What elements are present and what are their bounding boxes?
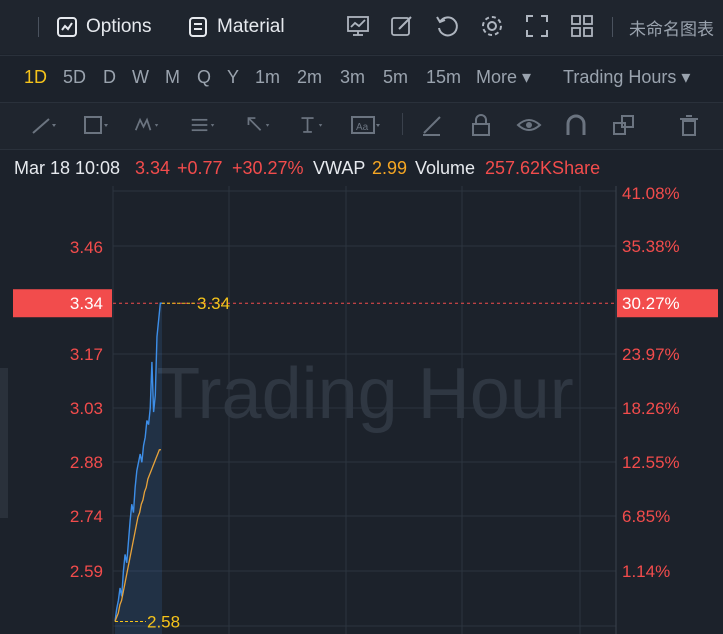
trendline-tool-icon[interactable] [30,113,56,137]
material-icon [189,17,207,37]
trash-icon[interactable] [676,113,702,137]
period-5d[interactable]: 5D [63,67,87,87]
edit-icon[interactable] [389,13,415,39]
undo-icon[interactable] [434,13,460,39]
period-3m[interactable]: 3m [340,67,366,87]
lock-icon[interactable] [468,113,494,137]
y-left-tick-label: 2.74 [70,507,103,526]
eye-icon[interactable] [516,113,542,137]
y-right-tick-label: 35.38% [622,237,680,256]
rectangle-tool-icon[interactable] [83,113,109,137]
brush-icon[interactable] [420,113,446,137]
period-5m[interactable]: 5m [383,67,409,87]
quote-price: 3.34 [135,158,171,178]
vwap-line [114,449,161,622]
vwap-value: 2.99 [372,158,408,178]
top-toolbar [0,0,723,54]
arrow-tool-icon[interactable] [245,113,271,137]
gear-icon[interactable] [479,13,505,39]
y-left-tick-label: 2.88 [70,453,103,472]
fullscreen-icon[interactable] [524,13,550,39]
fibonacci-tool-icon[interactable] [190,113,216,137]
y-left-tick-label: 3.03 [70,399,103,418]
price-line [114,302,162,622]
grid-layout-icon[interactable] [569,13,595,39]
current-pct-badge [617,289,718,318]
low-marker-label: 2.58 [147,612,180,631]
layers-icon[interactable] [611,113,637,137]
options-icon [57,17,77,37]
price-chart[interactable]: Trading Hour 3.46 3.17 3.03 2.88 2.74 2.59 41.0… [0,186,723,634]
y-right-tick-label: 18.26% [622,399,680,418]
quote-change: +0.77 [177,158,223,178]
period-1d[interactable]: 1D [24,67,48,87]
current-price-badge [13,289,112,318]
measure-tool-icon[interactable] [298,113,324,137]
drawing-toolbar [0,102,723,150]
material-label: Material [217,16,285,37]
y-right-tick-label: 23.97% [622,345,680,364]
quote-datetime: Mar 18 10:08 [14,158,121,178]
price-area [115,303,162,634]
tools-divider [402,113,403,135]
period-m[interactable]: M [165,67,180,87]
options-button[interactable]: Options [56,14,151,40]
magnet-icon[interactable] [563,113,589,137]
y-right-tick-label: 41.08% [622,186,680,203]
toolbar-divider [612,17,613,37]
quote-info-bar: Mar 18 10:08 3.34 +0.77 +30.27% VWAP 2.9… [0,150,723,186]
period-2m[interactable]: 2m [297,67,323,87]
vwap-label: VWAP [313,158,366,178]
period-y[interactable]: Y [227,67,240,87]
options-label: Options [86,16,152,37]
y-left-tick-label: 2.59 [70,562,103,581]
y-left-tick-label: 3.46 [70,238,103,257]
trading-hours-dropdown[interactable]: Trading Hours ▾ [563,67,691,87]
y-right-tick-label: 12.55% [622,453,680,472]
quote-change-pct: +30.27% [232,158,304,178]
side-panel-toggle[interactable] [0,368,8,518]
watermark-text: Trading Hour [156,354,574,434]
text-tool-icon[interactable]: Aa [350,113,382,137]
y-right-tick-label: 1.14% [622,562,670,581]
layout-name[interactable]: 未命名图表 [629,19,714,39]
y-left-tick-label: 3.17 [70,345,103,364]
material-button[interactable]: Material [187,14,285,40]
current-pct-label: 30.27% [622,294,680,313]
period-d[interactable]: D [103,67,116,87]
toolbar-divider [38,17,39,37]
volume-value: 257.62KShare [485,158,601,178]
indicator-chart-icon[interactable] [345,13,371,39]
period-w[interactable]: W [132,67,149,87]
volume-label: Volume [415,158,476,178]
current-price-label: 3.34 [70,294,103,313]
period-bar [0,55,723,102]
pattern-tool-icon[interactable] [134,113,160,137]
period-15m[interactable]: 15m [426,67,462,87]
svg-text:Aa: Aa [356,122,369,133]
high-marker-label: 3.34 [197,294,230,313]
period-1m[interactable]: 1m [255,67,281,87]
y-right-tick-label: 6.85% [622,507,670,526]
more-periods-dropdown[interactable]: More ▾ [476,67,532,87]
period-q[interactable]: Q [197,67,212,87]
